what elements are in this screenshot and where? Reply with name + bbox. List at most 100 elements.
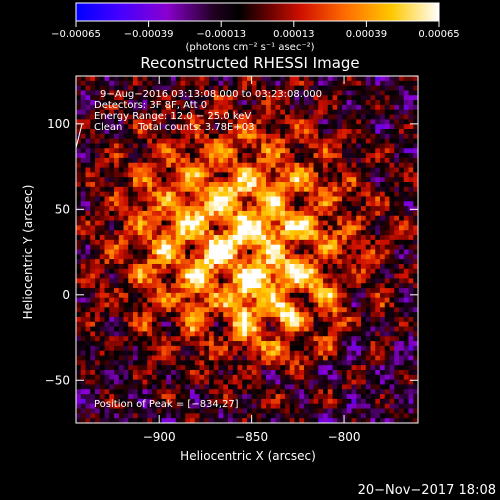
heatmap-cell <box>280 379 286 386</box>
heatmap-cell <box>294 307 300 313</box>
heatmap-cell <box>337 321 343 328</box>
heatmap-cell <box>90 316 96 323</box>
heatmap-cell <box>270 186 277 193</box>
heatmap-cell <box>342 201 348 207</box>
heatmap-cell <box>251 100 258 106</box>
heatmap-cell <box>204 201 210 207</box>
heatmap-cell <box>185 129 191 135</box>
heatmap-cell <box>190 369 196 376</box>
heatmap-cell <box>346 321 353 328</box>
heatmap-cell <box>237 210 243 217</box>
heatmap-cell <box>266 230 272 236</box>
heatmap-cell <box>327 268 334 275</box>
heatmap-cell <box>147 157 153 164</box>
heatmap-cell <box>118 225 125 231</box>
heatmap-cell <box>194 157 201 164</box>
heatmap-cell <box>346 239 353 246</box>
heatmap-cell <box>408 244 414 251</box>
heatmap-cell <box>275 129 281 135</box>
heatmap-cell <box>323 254 329 260</box>
heatmap-cell <box>389 341 395 347</box>
heatmap-cell <box>133 206 139 212</box>
heatmap-cell <box>232 133 239 140</box>
heatmap-cell <box>199 225 205 231</box>
heatmap-cell <box>171 268 177 275</box>
heatmap-cell <box>80 225 87 231</box>
heatmap-cell <box>332 119 338 125</box>
heatmap-cell <box>389 384 395 390</box>
heatmap-cell <box>133 76 139 82</box>
heatmap-cell <box>266 283 272 289</box>
heatmap-cell <box>123 124 129 130</box>
heatmap-cell <box>185 316 191 323</box>
heatmap-cell <box>218 167 224 173</box>
heatmap-cell <box>194 389 201 395</box>
heatmap-cell <box>413 191 418 198</box>
heatmap-cell <box>85 153 91 159</box>
heatmap-cell <box>228 394 234 400</box>
heatmap-cell <box>114 384 120 390</box>
heatmap-cell <box>361 182 367 188</box>
heatmap-cell <box>156 124 163 130</box>
heatmap-cell <box>161 129 167 135</box>
heatmap-cell <box>166 321 172 328</box>
heatmap-cell <box>346 230 353 236</box>
heatmap-cell <box>370 345 376 352</box>
heatmap-cell <box>394 307 400 313</box>
heatmap-cell <box>399 191 405 198</box>
heatmap-cell <box>237 297 243 304</box>
heatmap-cell <box>299 398 305 405</box>
heatmap-cell <box>218 278 224 284</box>
heatmap-cell <box>342 129 348 135</box>
heatmap-cell <box>375 254 381 260</box>
heatmap-cell <box>180 312 186 318</box>
heatmap-cell <box>128 104 134 111</box>
heatmap-cell <box>161 124 167 130</box>
heatmap-cell <box>308 398 315 405</box>
heatmap-cell <box>147 321 153 328</box>
heatmap-cell <box>242 177 248 183</box>
heatmap-cell <box>380 191 386 198</box>
heatmap-cell <box>251 341 258 347</box>
heatmap-cell <box>337 312 343 318</box>
heatmap-cell <box>156 230 163 236</box>
heatmap-cell <box>118 379 125 386</box>
heatmap-cell <box>266 379 272 386</box>
heatmap-cell <box>123 297 129 304</box>
heatmap-cell <box>266 394 272 400</box>
heatmap-cell <box>152 259 158 265</box>
heatmap-cell <box>351 80 357 87</box>
heatmap-cell <box>356 182 362 188</box>
heatmap-cell <box>304 307 310 313</box>
heatmap-cell <box>142 249 148 255</box>
heatmap-cell <box>190 244 196 251</box>
heatmap-cell <box>384 249 391 255</box>
heatmap-cell <box>242 403 248 410</box>
heatmap-cell <box>403 369 410 376</box>
heatmap-cell <box>123 336 129 342</box>
heatmap-cell <box>408 225 414 231</box>
heatmap-cell <box>99 336 106 342</box>
heatmap-cell <box>156 292 163 299</box>
heatmap-cell <box>270 76 277 82</box>
heatmap-cell <box>123 394 129 400</box>
heatmap-cell <box>304 316 310 323</box>
heatmap-cell <box>394 153 400 159</box>
heatmap-cell <box>242 263 248 270</box>
heatmap-cell <box>137 162 144 169</box>
heatmap-cell <box>403 100 410 106</box>
heatmap-cell <box>351 336 357 342</box>
heatmap-cell <box>247 341 253 347</box>
heatmap-cell <box>194 292 201 299</box>
heatmap-cell <box>228 85 234 92</box>
heatmap-cell <box>218 104 224 111</box>
heatmap-cell <box>313 235 319 241</box>
heatmap-cell <box>394 374 400 381</box>
heatmap-cell <box>147 85 153 92</box>
heatmap-cell <box>299 321 305 328</box>
heatmap-cell <box>361 316 367 323</box>
heatmap-cell <box>80 182 87 188</box>
heatmap-cell <box>318 278 324 284</box>
heatmap-cell <box>375 365 381 371</box>
heatmap-cell <box>403 186 410 193</box>
